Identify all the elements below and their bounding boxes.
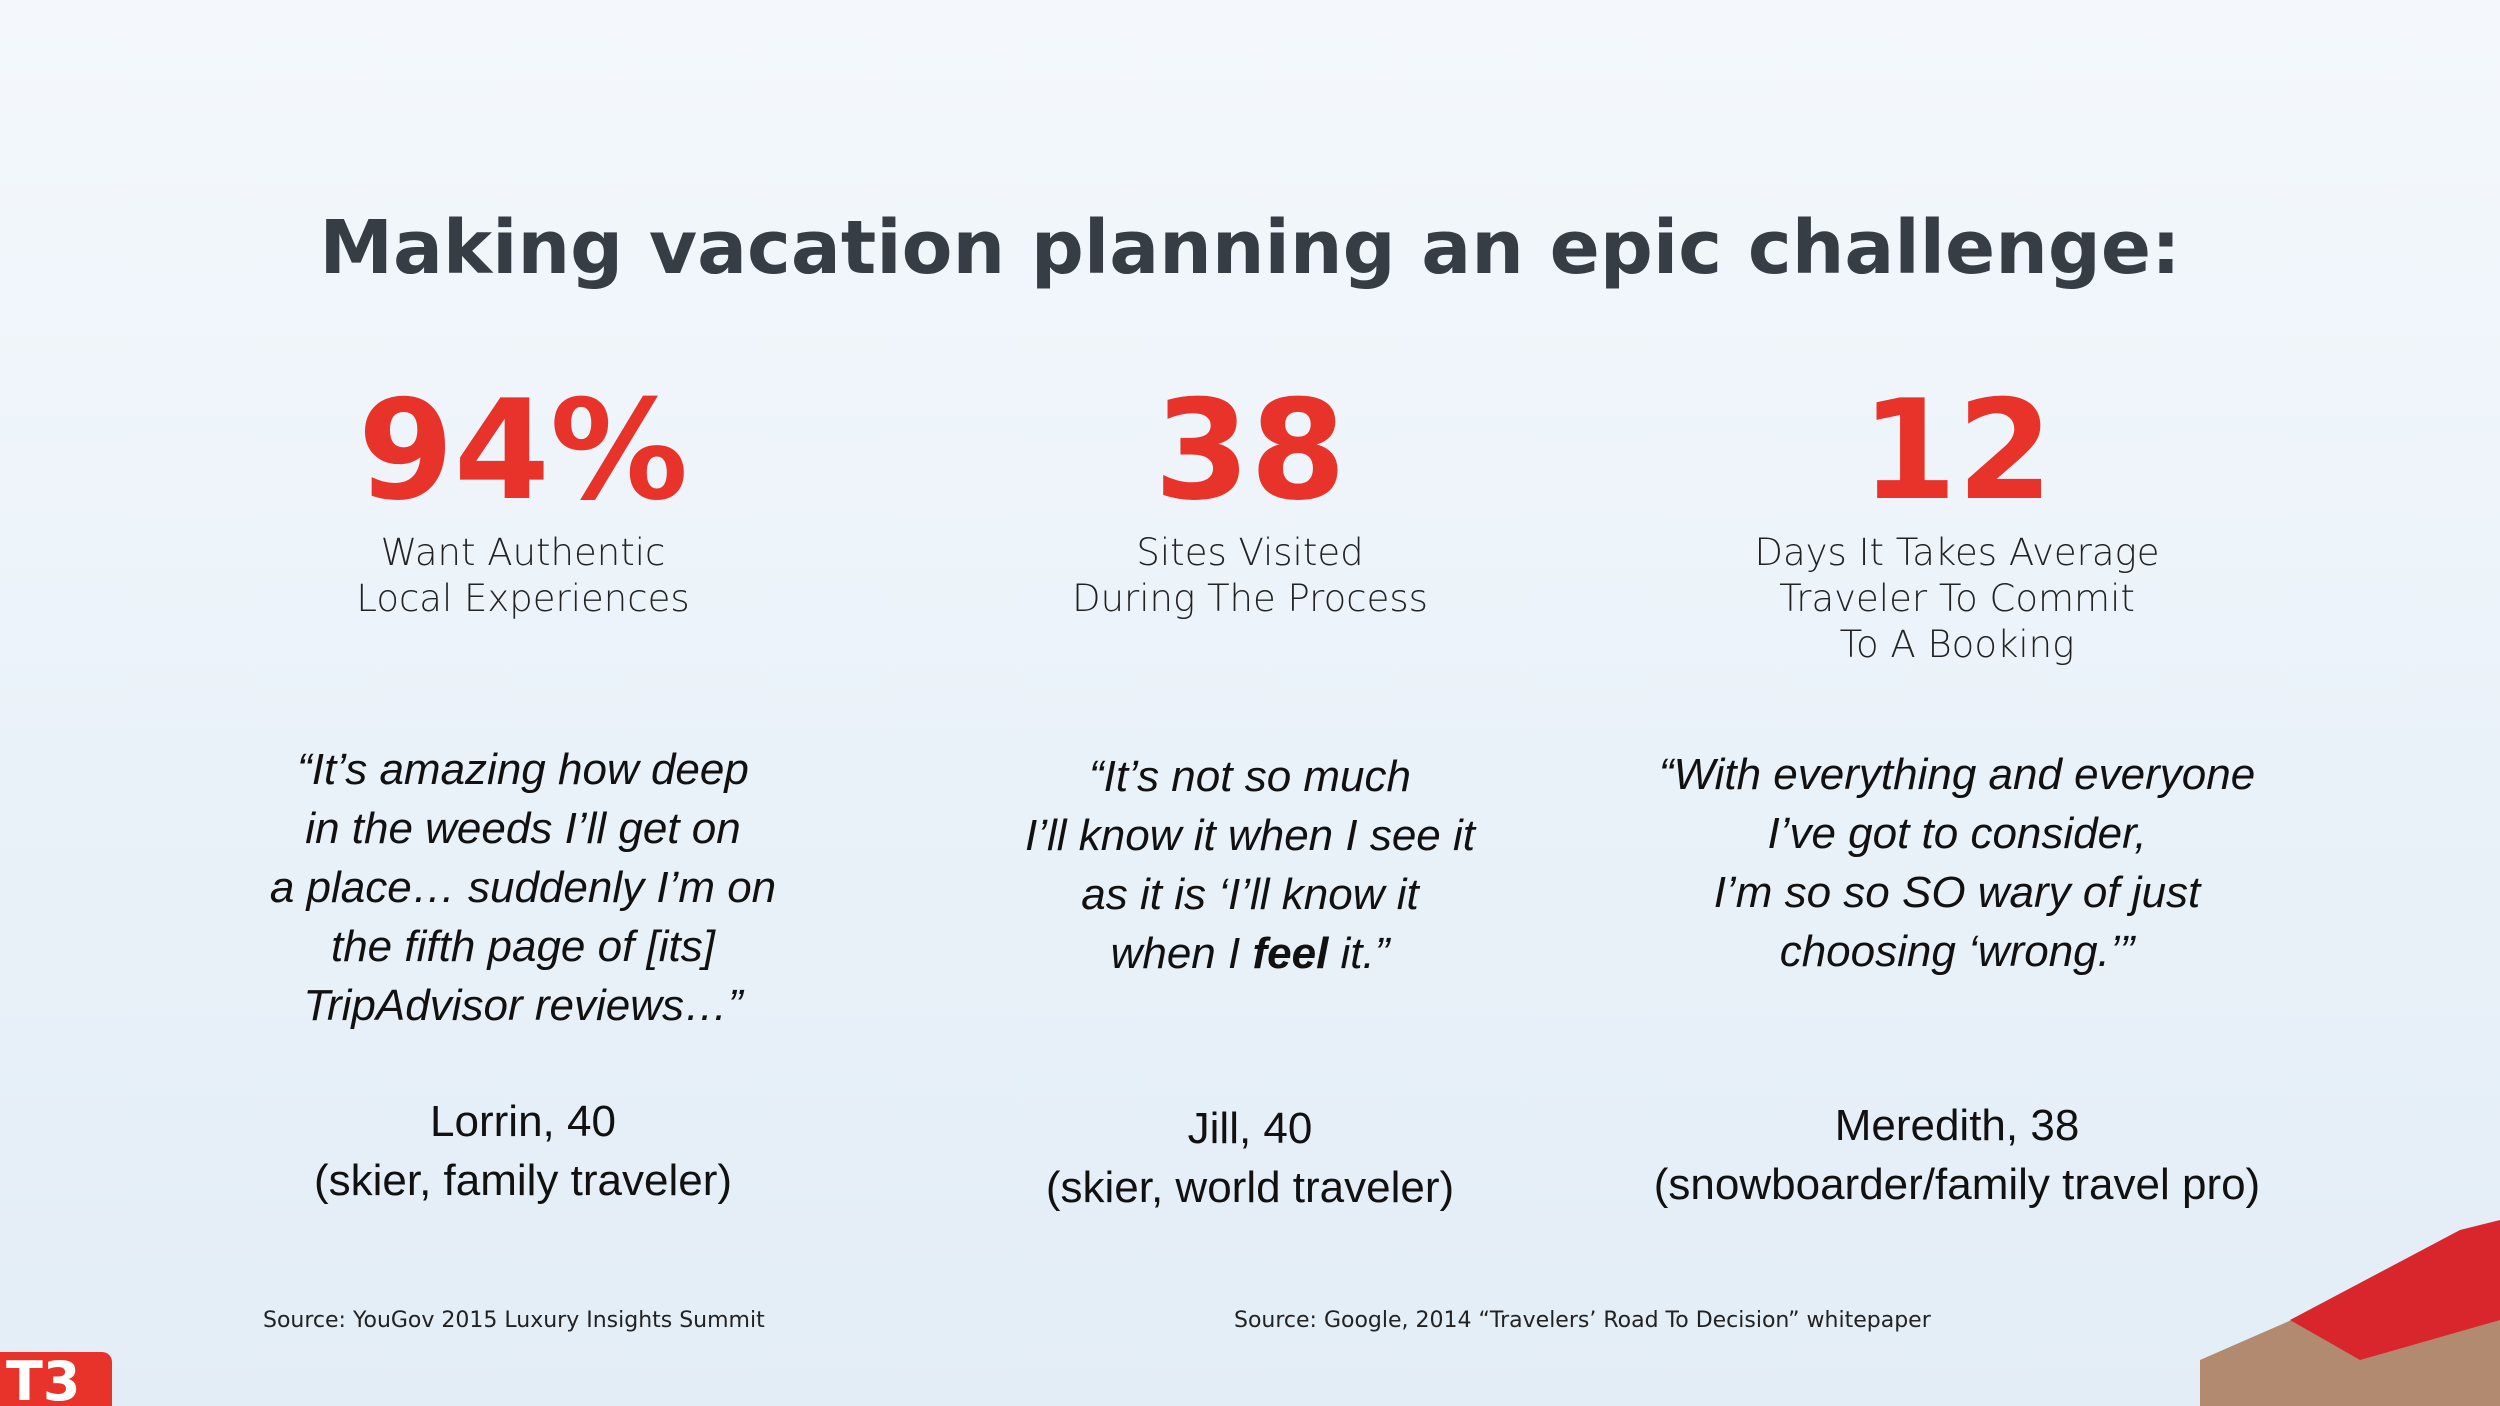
stat-number: 12 [1860,370,2054,531]
attribution-line: (snowboarder/family travel pro) [1653,1160,2261,1209]
quote-text: I’m so so SO wary of just [1713,868,2201,917]
attribution-line: Lorrin, 40 [430,1097,616,1146]
quote-text: a place… suddenly I’m on [269,863,777,912]
logo-text: T3 [6,1350,81,1406]
label-line: Want Authentic [380,531,666,574]
quote-line: I’ll know it when I see it [1025,806,1475,865]
attribution-line: Jill, 40 [1187,1104,1313,1153]
quote-line: when I feel it.” [1025,924,1475,983]
label-line: Sites Visited [1136,531,1364,574]
logo-3d [2200,1220,2500,1406]
quote-line: I’m so so SO wary of just [1659,863,2255,922]
label-line: During The Process [1072,577,1428,620]
attribution: Jill, 40 (skier, world traveler) [1046,1099,1454,1217]
quote-line: “With everything and everyone [1659,745,2255,804]
quote-text: as it is ‘I’ll know it [1081,870,1419,919]
quote-text: in the weeds I’ll get on [305,804,741,853]
quote-text: when I [1110,929,1253,978]
quote-text: TripAdvisor reviews…” [303,981,743,1030]
quote-text: choosing ‘wrong.’” [1779,927,2135,976]
quote-text: “With everything and everyone [1658,750,2256,799]
stat-label: Sites Visited During The Process [1072,530,1428,622]
label-line: Traveler To Commit [1779,577,2135,620]
label-line: Days It Takes Average [1754,531,2160,574]
source: Source: YouGov 2015 Luxury Insights Summ… [263,1308,765,1333]
quote-line: as it is ‘I’ll know it [1025,865,1475,924]
stat-number: 38 [1153,370,1347,531]
quote: “It’s amazing how deep in the weeds I’ll … [270,740,776,1035]
quote: “It’s not so much I’ll know it when I see… [1025,747,1475,983]
logo-badge: T3 [0,1352,112,1406]
attribution-line: (skier, family traveler) [313,1156,733,1205]
quote-line: the fifth page of [its] [270,917,776,976]
quote-text: “It’s not so much [1089,752,1411,801]
quote-text: the fifth page of [its] [330,922,715,971]
quote-line: I’ve got to consider, [1659,804,2255,863]
stat-label: Want Authentic Local Experiences [356,530,689,622]
label-line: Local Experiences [356,577,690,620]
quote-line: TripAdvisor reviews…” [270,976,776,1035]
quote-line: a place… suddenly I’m on [270,858,776,917]
quote-text: I’ll know it when I see it [1025,811,1475,860]
quote-line: choosing ‘wrong.’” [1659,922,2255,981]
quote-line: “It’s amazing how deep [270,740,776,799]
quote: “With everything and everyone I’ve got to… [1659,745,2255,981]
label-line: To A Booking [1839,623,2075,666]
logo-block [2290,1220,2500,1360]
quote-text: “It’s amazing how deep [297,745,749,794]
attribution-line: (skier, world traveler) [1045,1163,1455,1212]
attribution: Meredith, 38 (snowboarder/family travel p… [1654,1096,2260,1214]
quote-text: it.” [1328,929,1390,978]
attribution: Lorrin, 40 (skier, family traveler) [314,1092,732,1210]
stat-number: 94% [357,370,689,531]
quote-text: I’ve got to consider, [1767,809,2147,858]
quote-line: “It’s not so much [1025,747,1475,806]
title: Making vacation planning an epic challen… [319,205,2181,291]
source: Source: Google, 2014 “Travelers’ Road To… [1234,1308,1931,1333]
attribution-line: Meredith, 38 [1834,1101,2080,1150]
stat-label: Days It Takes Average Traveler To Commit T… [1755,530,2160,668]
quote-text: feel [1252,929,1329,978]
quote-line: in the weeds I’ll get on [270,799,776,858]
